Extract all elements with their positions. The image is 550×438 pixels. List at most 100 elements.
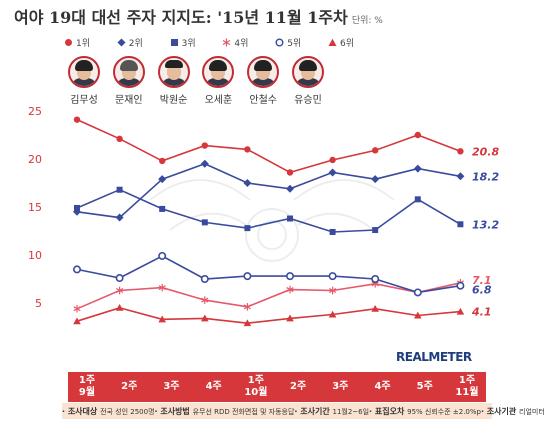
data-point [201, 219, 208, 226]
data-point [115, 213, 124, 222]
data-point [200, 159, 209, 168]
candidate-row: 김무성 문재인 박원순 오세훈 안철수 유승민 [64, 56, 328, 106]
legend-label: 4위 [234, 39, 249, 49]
data-point [285, 272, 294, 281]
y-tick-label: 25 [28, 105, 42, 118]
y-tick-label: 15 [28, 201, 42, 214]
portrait-avatar [202, 56, 235, 88]
data-point [372, 227, 379, 234]
data-point [414, 131, 421, 139]
legend-item-3: 3위 [170, 36, 196, 49]
chart-title-text: 여야 19대 대선 주자 지지도: '15년 11월 1주차 [14, 8, 348, 27]
data-point [371, 304, 379, 312]
data-point [414, 196, 421, 203]
x-tick-month: 9월 [78, 387, 96, 398]
portrait-avatar [68, 56, 100, 88]
data-point [244, 146, 251, 153]
candidate-name: 안철수 [249, 95, 277, 106]
data-point [73, 265, 82, 274]
legend-item-2: 2위 [117, 36, 143, 49]
survey-footer: · 조사대상 전국 성인 2500명 · 조사방법 유무선 RDD 전화면접 및 … [62, 403, 545, 419]
data-point [201, 142, 208, 149]
data-point [329, 156, 336, 164]
data-point [159, 205, 166, 212]
data-point [413, 164, 422, 173]
data-point [328, 310, 337, 318]
candidate-6: 유승민 [288, 56, 328, 106]
footer-item: · 표집오차 95% 신뢰수준 ±2.0%p [369, 406, 481, 417]
data-point [200, 274, 209, 283]
end-value-label: 13.2 [472, 218, 499, 231]
open-circle-marker-icon [275, 38, 284, 47]
x-tick-month: 11월 [455, 387, 479, 398]
data-point [201, 314, 209, 322]
data-point [286, 184, 294, 193]
legend-label: 6위 [339, 39, 354, 49]
data-point [286, 169, 294, 176]
y-tick-label: 20 [28, 153, 42, 166]
legend-item-1: 1위 [64, 36, 90, 49]
series-line-6 [76, 306, 461, 325]
y-tick-label: 10 [28, 249, 42, 262]
data-point [243, 179, 252, 187]
legend-label: 2위 [128, 39, 143, 49]
data-point [158, 315, 166, 323]
x-tick-week: 3주 [332, 381, 349, 392]
x-tick-week: 4주 [374, 381, 391, 392]
data-point [116, 186, 123, 193]
footer-label: · 표집오차 [369, 406, 408, 416]
footer-item: · 조사방법 유무선 RDD 전화면접 및 자동응답 [155, 406, 295, 417]
candidate-name: 유승민 [294, 95, 322, 106]
x-axis-bar: 1주 9월 2주 3주 4주 1주 10월 2주 3주 4주 5주 1주 11월 [68, 372, 486, 402]
candidate-name: 박원순 [159, 95, 188, 106]
diamond-marker-icon [117, 38, 126, 47]
data-point [414, 311, 422, 319]
series-line-5 [76, 255, 461, 294]
circle-marker-icon [65, 39, 72, 46]
candidate-1: 김무성 [64, 56, 104, 106]
footer-item: · 조사기관 리얼미터 [481, 406, 545, 417]
data-point [159, 157, 166, 165]
unit-label: 단위: % [351, 16, 383, 26]
emblem-inner [257, 220, 287, 250]
footer-item: · 조사대상 전국 성인 2500명 [62, 406, 155, 417]
portrait-avatar [157, 56, 190, 88]
footer-label: · 조사기관 [480, 406, 520, 416]
data-point [456, 307, 465, 315]
x-tick-label: 4주 [364, 381, 402, 393]
portrait-avatar [247, 56, 280, 88]
data-point [73, 304, 81, 313]
end-value-label: 20.8 [472, 145, 499, 158]
data-point [243, 319, 252, 327]
legend-item-5: 5위 [275, 36, 301, 49]
x-tick-label: 1주 11월 [448, 375, 486, 399]
data-point [244, 225, 251, 232]
emblem-ring [245, 208, 299, 262]
footer-label: · 조사기간 [294, 406, 333, 416]
series-line-2 [76, 162, 461, 219]
y-tick-label: 5 [35, 297, 42, 310]
legend: 1위 2위 3위 4위 5위 6위 [64, 36, 354, 49]
x-tick-month: 10월 [244, 387, 268, 398]
x-tick-week: 2주 [121, 381, 138, 392]
data-point [73, 317, 81, 325]
end-value-label: 7.1 [472, 274, 492, 287]
data-point [372, 147, 379, 154]
data-point [243, 303, 252, 311]
data-point [243, 272, 252, 281]
x-tick-week: 1주 [247, 375, 264, 386]
data-point [158, 175, 167, 184]
candidate-3: 박원순 [154, 56, 194, 106]
chart-title: 여야 19대 대선 주자 지지도: '15년 11월 1주차 단위: % [14, 4, 383, 28]
legend-item-6: 6위 [328, 36, 354, 49]
data-point [457, 148, 464, 155]
triangle-marker-icon [328, 38, 337, 46]
data-point [371, 175, 380, 184]
emblem-wings [149, 179, 395, 231]
footer-text: 95% 신뢰수준 ±2.0%p [407, 407, 481, 416]
candidate-2: 문재인 [109, 56, 149, 106]
legend-label: 5위 [287, 39, 302, 49]
legend-label: 1위 [76, 39, 91, 49]
x-tick-week: 3주 [163, 381, 180, 392]
legend-item-4: 4위 [222, 36, 248, 49]
